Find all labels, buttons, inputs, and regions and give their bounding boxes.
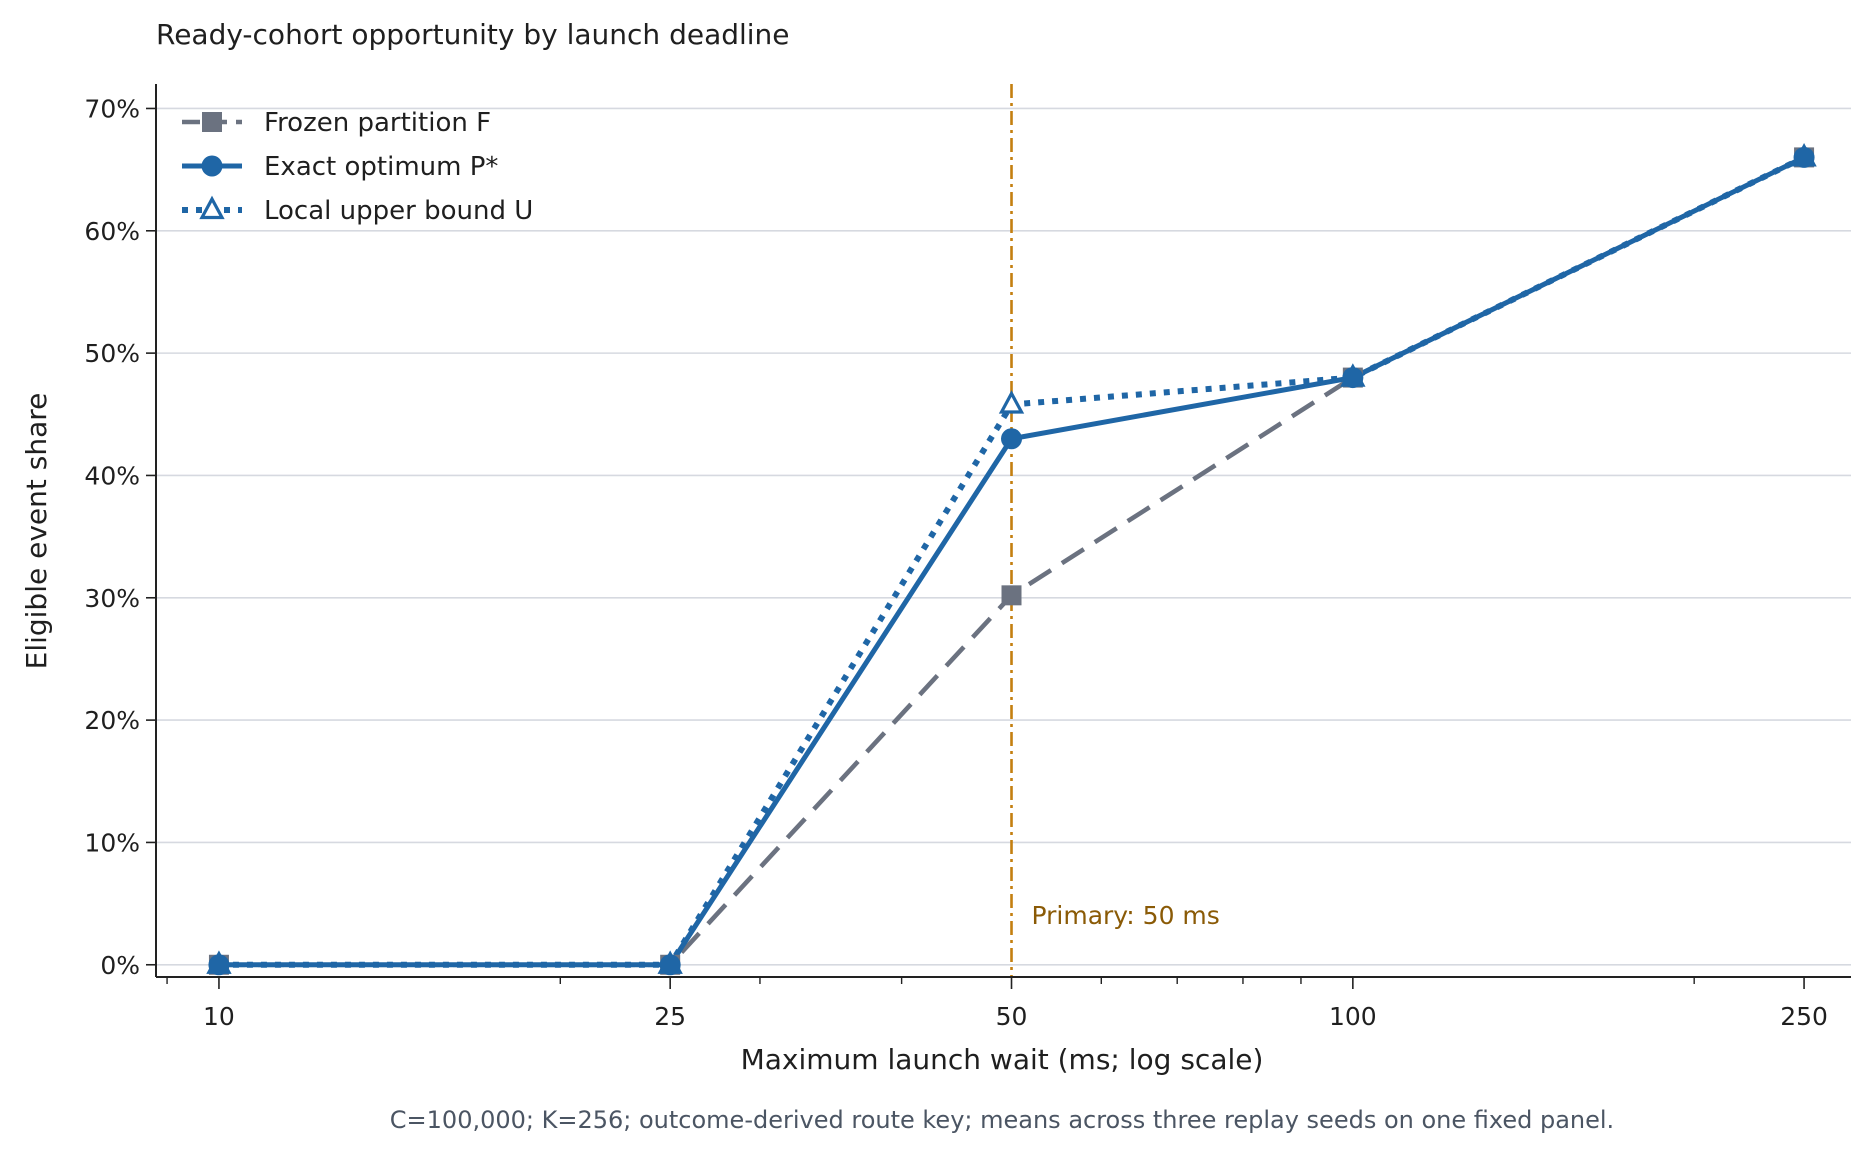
data-point (998, 390, 1025, 414)
x-tick-label: 50 (996, 1002, 1028, 1031)
axes: 0% 10% 20% 30% 40% 50% 60% 70% 10 25 50 100 250 (84, 84, 1851, 1031)
series-group (206, 143, 1817, 976)
legend-marker (202, 112, 222, 132)
legend: Frozen partition F Exact optimum P* Local … (182, 108, 533, 226)
y-tick-label: 70% (84, 94, 140, 123)
y-tick-label: 60% (84, 217, 140, 246)
legend-label: Exact optimum P* (264, 152, 498, 182)
data-point (1001, 585, 1022, 606)
y-tick-label: 10% (84, 828, 140, 857)
y-axis-label: Eligible event share (20, 393, 53, 670)
y-tick-label: 0% (100, 951, 140, 980)
y-tick-label: 50% (84, 339, 140, 368)
x-tick-label: 10 (203, 1002, 235, 1031)
legend-label: Frozen partition F (264, 108, 491, 138)
legend-marker (201, 155, 223, 177)
data-point (208, 954, 230, 976)
legend-marker (199, 195, 225, 220)
chart-title: Ready-cohort opportunity by launch deadl… (156, 18, 790, 51)
reference-line-label: Primary: 50 ms (1032, 901, 1220, 930)
data-point (1342, 367, 1364, 389)
data-point (1793, 146, 1815, 168)
x-axis-label: Maximum launch wait (ms; log scale) (741, 1043, 1264, 1076)
reference-line-group: Primary: 50 ms (1010, 84, 1220, 977)
gridlines (156, 107, 1851, 966)
y-tick-label: 30% (84, 584, 140, 613)
footnote: C=100,000; K=256; outcome-derived route … (390, 1106, 1614, 1134)
legend-label: Local upper bound U (264, 196, 533, 226)
y-tick-label: 20% (84, 706, 140, 735)
x-tick-label: 100 (1329, 1002, 1377, 1031)
x-tick-label: 25 (654, 1002, 686, 1031)
data-point (1001, 428, 1023, 450)
y-tick-label: 40% (84, 461, 140, 490)
data-point (659, 954, 681, 976)
x-tick-label: 250 (1780, 1002, 1828, 1031)
